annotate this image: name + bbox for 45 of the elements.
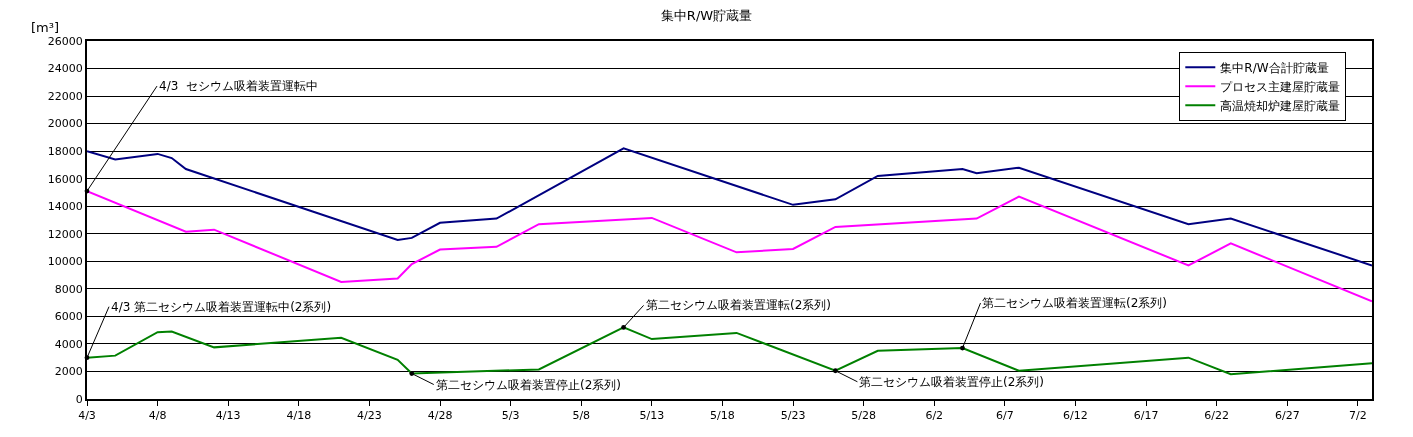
y-tick-label: 26000 bbox=[47, 34, 83, 48]
legend-label: 高温焼却炉建屋貯蔵量 bbox=[1220, 98, 1341, 113]
y-tick-label: 16000 bbox=[47, 172, 83, 186]
x-tick-label: 5/3 bbox=[501, 409, 520, 423]
x-tick-label: 4/23 bbox=[357, 409, 382, 423]
y-tick-label: 6000 bbox=[54, 310, 83, 324]
x-tick-label: 4/8 bbox=[148, 409, 167, 423]
y-tick-label: 2000 bbox=[54, 365, 83, 379]
y-tick-label: 8000 bbox=[54, 282, 83, 296]
y-axis-title: [m³] bbox=[31, 20, 60, 35]
y-tick-label: 20000 bbox=[47, 117, 83, 131]
x-tick-label: 5/23 bbox=[780, 409, 806, 423]
y-tick-label: 18000 bbox=[47, 145, 83, 158]
y-tick-label: 10000 bbox=[47, 255, 83, 269]
y-tick-label: 22000 bbox=[47, 89, 83, 103]
x-tick-label: 4/13 bbox=[215, 409, 241, 423]
x-tick-label: 6/7 bbox=[996, 409, 1014, 423]
x-tick-label: 6/2 bbox=[925, 409, 944, 423]
x-tick-label: 6/17 bbox=[1133, 409, 1159, 423]
x-tick-label: 5/28 bbox=[851, 409, 876, 423]
annotation: 第二セシウム吸着装置停止(2系列) bbox=[436, 378, 621, 392]
x-tick-label: 4/18 bbox=[286, 409, 312, 423]
annotation: 第二セシウム吸着装置運転(2系列) bbox=[646, 298, 831, 312]
x-tick-label: 6/12 bbox=[1063, 409, 1088, 423]
y-tick-label: 0 bbox=[75, 392, 83, 406]
x-tick-label: 6/27 bbox=[1274, 409, 1300, 423]
x-tick-label: 4/28 bbox=[427, 409, 453, 423]
annotation: 第二セシウム吸着装置停止(2系列) bbox=[859, 375, 1044, 389]
y-tick-label: 14000 bbox=[47, 200, 83, 214]
chart-title: 集中R/W貯蔵量 bbox=[660, 8, 753, 24]
y-tick-label: 4000 bbox=[54, 337, 83, 351]
x-tick-label: 5/8 bbox=[572, 409, 591, 423]
y-tick-label: 12000 bbox=[47, 227, 83, 241]
annotation: 第二セシウム吸着装置運転(2系列) bbox=[982, 296, 1167, 310]
x-tick-label: 5/13 bbox=[639, 409, 665, 423]
annotation: 4/3 第二セシウム吸着装置運転中(2系列) bbox=[111, 300, 332, 314]
annotation: 4/3 セシウム吸着装置運転中 bbox=[159, 79, 318, 93]
x-tick-label: 6/22 bbox=[1204, 409, 1230, 423]
line-series bbox=[87, 147, 1372, 267]
x-tick-label: 4/3 bbox=[78, 409, 96, 423]
legend-label: 集中R/W合計貯蔵量 bbox=[1220, 60, 1329, 75]
x-tick-label: 5/18 bbox=[710, 409, 735, 423]
x-tick-label: 7/2 bbox=[1349, 409, 1367, 423]
y-tick-label: 24000 bbox=[47, 62, 83, 76]
legend-label: プロセス主建屋貯蔵量 bbox=[1220, 79, 1341, 94]
